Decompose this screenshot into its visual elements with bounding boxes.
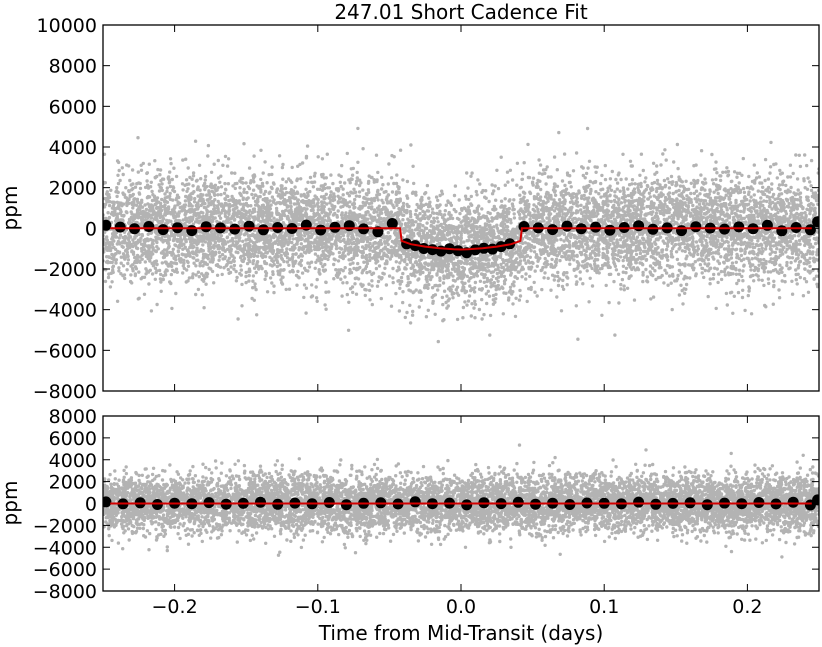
y-tick-label: 8000 — [49, 406, 97, 428]
transit-model-curve — [110, 227, 812, 251]
binned-point — [103, 219, 112, 231]
binned-point — [186, 225, 198, 237]
y-tick-label: 10000 — [37, 15, 97, 37]
x-tick-label: 0.0 — [446, 596, 476, 618]
binned-point — [103, 496, 112, 508]
y-tick-label: −4000 — [33, 300, 97, 322]
y-tick-label: −2000 — [33, 259, 97, 281]
binned-point — [518, 221, 530, 232]
y-tick-label: 6000 — [49, 428, 97, 450]
y-tick-label: −6000 — [33, 559, 97, 581]
binned-point — [604, 224, 616, 236]
y-tick-label: −2000 — [33, 515, 97, 537]
chart-title: 247.01 Short Cadence Fit — [334, 0, 588, 24]
binned-point — [804, 224, 816, 236]
binned-point — [561, 220, 573, 232]
binned-point — [633, 220, 645, 232]
y-tick-label: 4000 — [49, 450, 97, 472]
binned-point — [157, 224, 169, 236]
binned-point — [776, 225, 788, 237]
y-tick-label: −6000 — [33, 340, 97, 362]
binned-point — [512, 496, 524, 508]
binned-point — [590, 221, 602, 233]
binned-point — [690, 221, 702, 233]
binned-point — [315, 224, 327, 236]
binned-point — [787, 496, 799, 508]
y-tick-label: 4000 — [49, 137, 97, 159]
x-tick-label: 0.2 — [732, 596, 762, 618]
binned-point — [452, 245, 464, 257]
x-tick-label: −0.2 — [152, 596, 198, 618]
x-tick-label: −0.1 — [295, 596, 341, 618]
y-tick-label: 8000 — [49, 56, 97, 78]
y-tick-label: 0 — [85, 494, 97, 516]
binned-point — [733, 221, 745, 233]
binned-point — [143, 221, 155, 232]
x-axis-label: Time from Mid-Transit (days) — [318, 621, 604, 645]
raw-scatter-path — [103, 126, 819, 344]
y-axis-label-bottom: ppm — [0, 481, 22, 526]
binned-point — [461, 499, 473, 511]
y-axis-label-top: ppm — [0, 186, 22, 231]
binned-point — [676, 225, 687, 237]
binned-point — [469, 244, 481, 256]
binned-point — [409, 496, 421, 508]
binned-point — [200, 221, 212, 233]
residual-binned-points — [103, 494, 819, 511]
binned-point — [257, 224, 269, 236]
binned-point — [547, 224, 559, 236]
binned-point — [340, 499, 352, 511]
y-axis-ticks-top: −8000 −6000 −4000 −2000 0 2000 4000 6000 8000 100… — [33, 15, 819, 403]
binned-point — [633, 496, 645, 508]
binned-point — [812, 494, 819, 506]
binned-point — [701, 499, 713, 511]
binned-point — [343, 220, 355, 232]
y-tick-label: 2000 — [49, 178, 97, 200]
x-tick-label: 0.1 — [589, 596, 619, 618]
binned-point — [386, 218, 398, 229]
y-tick-label: −8000 — [33, 381, 97, 403]
binned-point — [812, 216, 819, 228]
y-tick-label: 2000 — [49, 472, 97, 494]
raw-data-points — [103, 126, 819, 344]
transit-fit-panel: −8000 −6000 −4000 −2000 0 2000 4000 6000 8000 100… — [0, 0, 820, 403]
y-tick-label: −4000 — [33, 537, 97, 559]
binned-point — [114, 221, 126, 233]
model-line — [110, 227, 812, 251]
y-tick-label: 6000 — [49, 96, 97, 118]
x-axis-ticks: −0.2 −0.1 0.0 0.1 0.2 — [152, 416, 763, 618]
y-tick-label: −8000 — [33, 581, 97, 603]
y-tick-label: 0 — [85, 218, 97, 240]
binned-point — [255, 496, 266, 508]
binned-point — [243, 220, 255, 232]
